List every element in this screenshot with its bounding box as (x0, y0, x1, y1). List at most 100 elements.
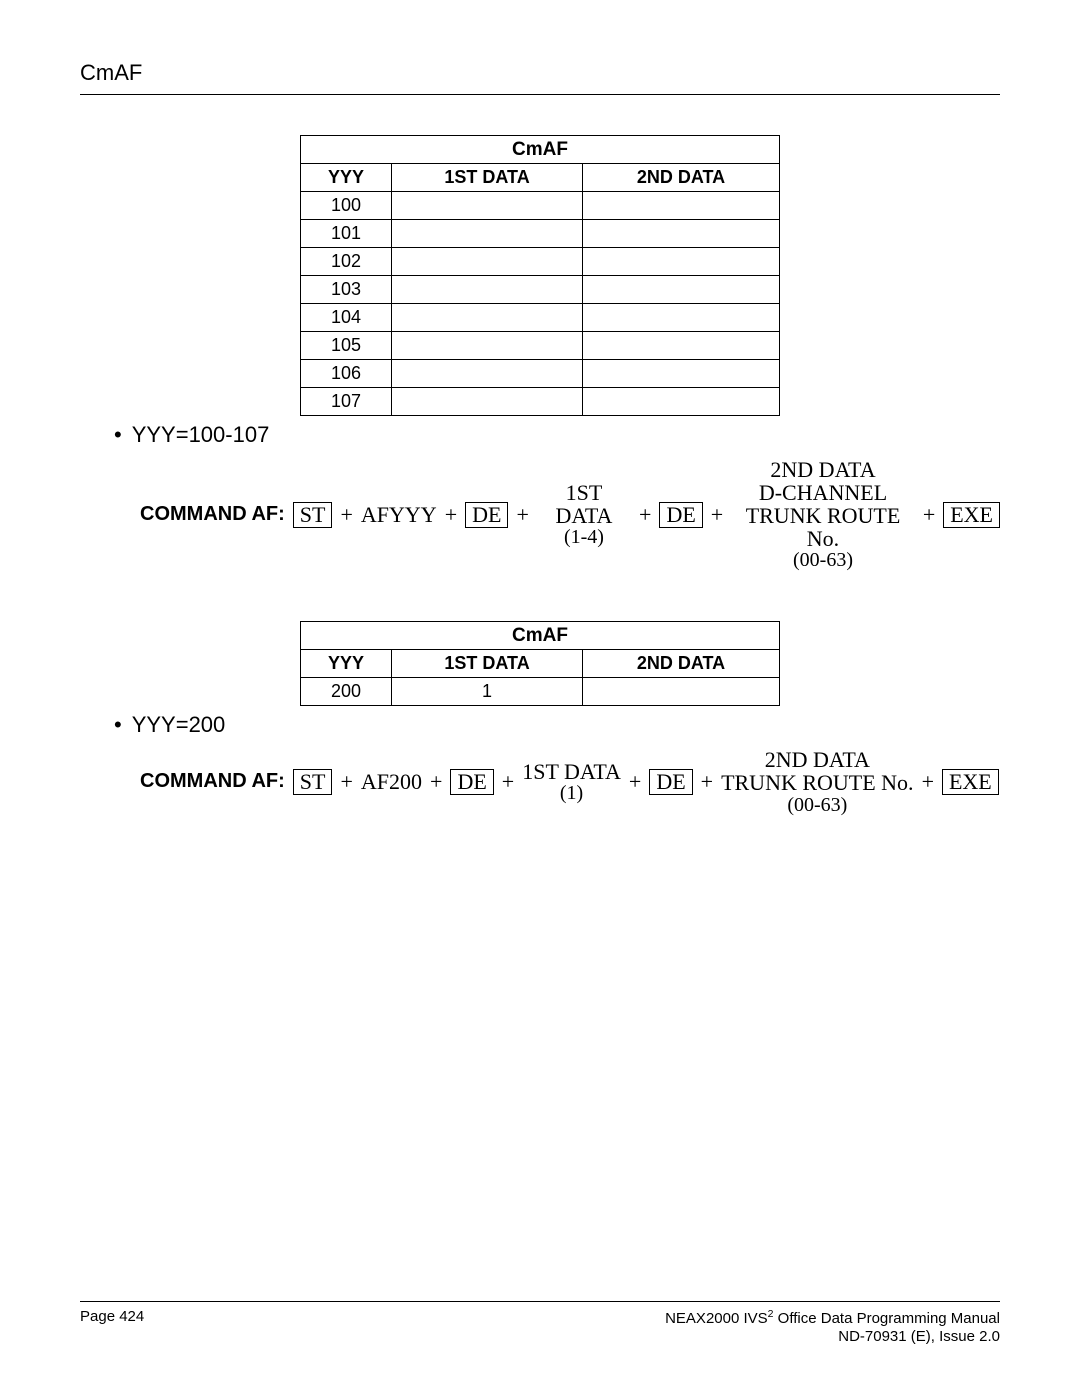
bullet-icon: • (114, 422, 122, 448)
de-key: DE (450, 769, 493, 795)
table1-title: CmAF (301, 136, 780, 164)
command-row-1: COMMAND AF: ST + AFYYY + DE + 1ST DATA (… (140, 458, 1000, 571)
cell (392, 304, 583, 332)
cell: 104 (301, 304, 392, 332)
footer-page-number: Page 424 (80, 1308, 144, 1348)
table-row: 103 (301, 276, 780, 304)
plus-icon: + (627, 769, 643, 795)
bullet-text: YYY=100-107 (132, 422, 270, 448)
command-label: COMMAND AF: (140, 503, 285, 526)
plus-icon: + (920, 769, 936, 795)
bullet-icon: • (114, 712, 122, 738)
plus-icon: + (514, 502, 530, 528)
table2-title: CmAF (301, 622, 780, 650)
plus-icon: + (338, 769, 354, 795)
cell: 100 (301, 192, 392, 220)
table1-col-0: YYY (301, 164, 392, 192)
cell (392, 220, 583, 248)
page-footer: Page 424 NEAX2000 IVS2 Office Data Progr… (80, 1301, 1000, 1348)
table2-col-0: YYY (301, 650, 392, 678)
cell: 105 (301, 332, 392, 360)
afyyy-text: AFYYY (361, 502, 437, 528)
first-data-sub: (1) (560, 783, 583, 804)
bullet-yyy-100-107: • YYY=100-107 (114, 422, 1000, 448)
cell (583, 304, 780, 332)
first-data-sub: (1-4) (564, 527, 604, 548)
cell (583, 220, 780, 248)
table1-col-1: 1ST DATA (392, 164, 583, 192)
second-data-l4: (00-63) (793, 550, 853, 571)
cell (583, 678, 780, 706)
bullet-yyy-200: • YYY=200 (114, 712, 1000, 738)
second-data-l1: 2ND DATA (770, 458, 875, 481)
cell (583, 388, 780, 416)
plus-icon: + (428, 769, 444, 795)
table-row: 104 (301, 304, 780, 332)
cmaf-table-2: CmAF YYY 1ST DATA 2ND DATA 2001 (300, 621, 780, 706)
de-key: DE (659, 502, 702, 528)
table1-col-2: 2ND DATA (583, 164, 780, 192)
cell (392, 192, 583, 220)
header-rule (80, 94, 1000, 95)
plus-icon: + (338, 502, 354, 528)
table-row: 102 (301, 248, 780, 276)
plus-icon: + (699, 769, 715, 795)
af200-text: AF200 (361, 769, 422, 795)
cell (583, 192, 780, 220)
plus-icon: + (709, 502, 725, 528)
footer-manual-pre: NEAX2000 IVS (665, 1310, 768, 1327)
table-row: 100 (301, 192, 780, 220)
st-key: ST (293, 502, 333, 528)
cell (583, 360, 780, 388)
de-key: DE (465, 502, 508, 528)
plus-icon: + (500, 769, 516, 795)
table-row: 107 (301, 388, 780, 416)
cell: 102 (301, 248, 392, 276)
table-row: 2001 (301, 678, 780, 706)
cmaf-table-1: CmAF YYY 1ST DATA 2ND DATA 100 101 102 1… (300, 135, 780, 416)
footer-rule (80, 1301, 1000, 1302)
first-data-top: 1ST DATA (522, 760, 621, 783)
table2-col-2: 2ND DATA (583, 650, 780, 678)
de-key: DE (649, 769, 692, 795)
first-data-stack: 1ST DATA (1-4) (537, 481, 631, 548)
plus-icon: + (921, 502, 937, 528)
cell (392, 248, 583, 276)
command-label: COMMAND AF: (140, 770, 285, 793)
first-data-stack: 1ST DATA (1) (522, 760, 621, 804)
cell (392, 332, 583, 360)
table2-col-1: 1ST DATA (392, 650, 583, 678)
cell (392, 276, 583, 304)
second-data-stack: 2ND DATA D-CHANNEL TRUNK ROUTE No. (00-6… (731, 458, 915, 571)
command-row-2: COMMAND AF: ST + AF200 + DE + 1ST DATA (… (140, 748, 1000, 815)
second-data-l2: TRUNK ROUTE No. (721, 771, 914, 794)
cell (583, 332, 780, 360)
second-data-l3: (00-63) (787, 795, 847, 816)
second-data-l2: D-CHANNEL (759, 481, 887, 504)
second-data-stack: 2ND DATA TRUNK ROUTE No. (00-63) (721, 748, 914, 815)
cell: 101 (301, 220, 392, 248)
table-row: 105 (301, 332, 780, 360)
first-data-top: 1ST DATA (537, 481, 631, 527)
cell: 103 (301, 276, 392, 304)
table-row: 106 (301, 360, 780, 388)
footer-manual-title: NEAX2000 IVS2 Office Data Programming Ma… (665, 1308, 1000, 1329)
bullet-text: YYY=200 (132, 712, 226, 738)
plus-icon: + (637, 502, 653, 528)
cell (583, 276, 780, 304)
cell: 106 (301, 360, 392, 388)
exe-key: EXE (943, 502, 1000, 528)
cell (583, 248, 780, 276)
cell (392, 360, 583, 388)
cell: 1 (392, 678, 583, 706)
second-data-l1: 2ND DATA (765, 748, 870, 771)
cell: 107 (301, 388, 392, 416)
second-data-l3: TRUNK ROUTE No. (731, 504, 915, 550)
plus-icon: + (443, 502, 459, 528)
st-key: ST (293, 769, 333, 795)
page-header-title: CmAF (80, 60, 1000, 86)
cell: 200 (301, 678, 392, 706)
exe-key: EXE (942, 769, 999, 795)
footer-manual-post: Office Data Programming Manual (774, 1310, 1001, 1327)
table-row: 101 (301, 220, 780, 248)
